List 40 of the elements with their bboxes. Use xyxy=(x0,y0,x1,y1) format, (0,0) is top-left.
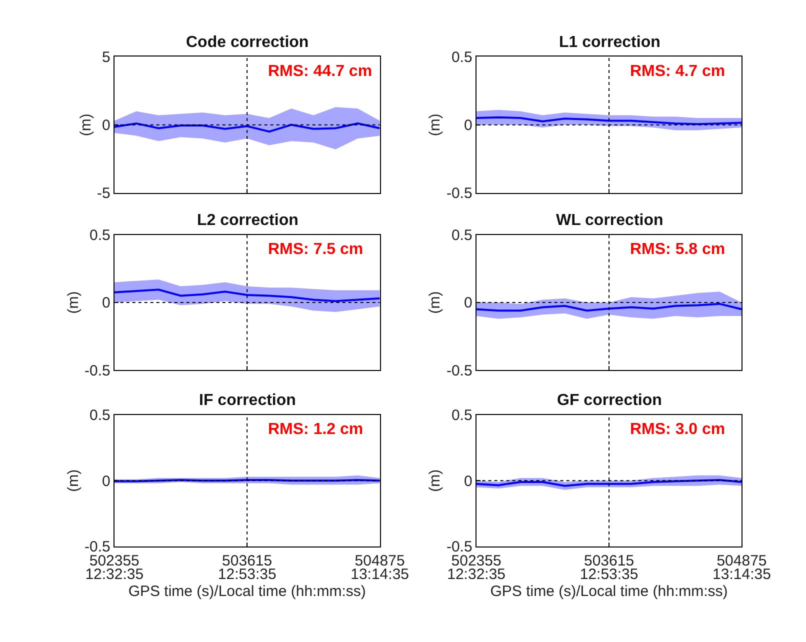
line-series xyxy=(476,116,742,126)
y-tick-label: 0 xyxy=(464,294,472,312)
y-tick-label: -0.5 xyxy=(446,362,472,380)
chart-title: GF correction xyxy=(557,392,662,409)
y-axis-title: (m) xyxy=(426,291,444,314)
chart-title: IF correction xyxy=(199,392,296,409)
annotation: RMS: 44.7 cm xyxy=(268,63,372,80)
annotation: RMS: 7.5 cm xyxy=(268,241,364,258)
x-axis-title: GPS time (s)/Local time (hh:mm:ss) xyxy=(490,582,728,600)
y-tick-label: 0 xyxy=(102,117,110,134)
y-axis-title: (m) xyxy=(426,114,444,136)
y-tick-label: 0 xyxy=(464,117,472,134)
y-tick-label: 0.5 xyxy=(451,227,472,244)
y-tick-label: 0.5 xyxy=(451,48,472,66)
x-axis-title: GPS time (s)/Local time (hh:mm:ss) xyxy=(128,582,366,600)
annotation: RMS: 5.8 cm xyxy=(630,241,726,258)
y-axis-title: (m) xyxy=(64,469,82,492)
chart-title: L1 correction xyxy=(559,34,660,51)
y-axis-title: (m) xyxy=(64,291,82,314)
y-tick-label: 0.5 xyxy=(90,227,110,244)
y-tick-label: -0.5 xyxy=(84,362,110,380)
y-tick-label: 5 xyxy=(102,48,110,66)
chart-title: L2 correction xyxy=(197,212,298,229)
annotation: RMS: 4.7 cm xyxy=(630,63,726,80)
annotation: RMS: 1.2 cm xyxy=(268,421,364,438)
chart-title: WL correction xyxy=(556,212,664,229)
y-tick-label: 0.5 xyxy=(90,407,110,424)
annotation: RMS: 3.0 cm xyxy=(630,421,726,438)
y-tick-label: 0 xyxy=(102,472,110,490)
chart-title: Code correction xyxy=(186,34,309,51)
line-series xyxy=(476,302,742,312)
y-tick-label: 0 xyxy=(102,294,110,312)
y-tick-label: 0 xyxy=(464,472,472,490)
y-tick-label: -0.5 xyxy=(446,185,472,202)
y-tick-label: 0.5 xyxy=(451,407,472,424)
line-series xyxy=(114,288,380,302)
y-axis-title: (m) xyxy=(426,469,444,492)
y-tick-label: -5 xyxy=(97,185,110,202)
y-axis-title: (m) xyxy=(77,114,94,136)
line-series xyxy=(114,122,380,133)
